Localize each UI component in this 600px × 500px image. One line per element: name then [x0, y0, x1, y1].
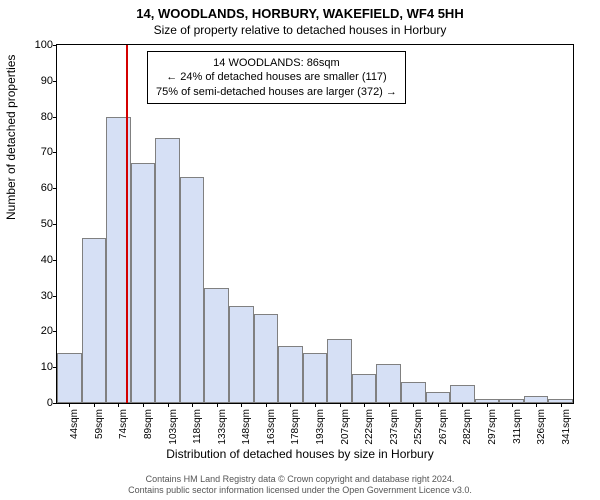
histogram-bar: [426, 392, 451, 403]
y-tick-label: 100: [23, 39, 57, 51]
histogram-bar: [303, 353, 328, 403]
y-tick-label: 10: [23, 361, 57, 373]
chart-plot-area: 010203040506070809010044sqm59sqm74sqm89s…: [56, 44, 574, 404]
footer-line-2: Contains public sector information licen…: [0, 485, 600, 496]
histogram-bar: [180, 177, 205, 403]
histogram-bar: [254, 314, 279, 404]
histogram-bar: [131, 163, 156, 403]
y-tick-mark: [53, 331, 57, 332]
y-tick-mark: [53, 117, 57, 118]
x-tick-mark: [168, 403, 169, 407]
x-tick-mark: [315, 403, 316, 407]
x-tick-mark: [512, 403, 513, 407]
x-tick-mark: [536, 403, 537, 407]
histogram-bar: [278, 346, 303, 403]
x-tick-mark: [241, 403, 242, 407]
y-tick-label: 50: [23, 218, 57, 230]
x-tick-mark: [364, 403, 365, 407]
x-tick-mark: [340, 403, 341, 407]
x-tick-mark: [462, 403, 463, 407]
histogram-bar: [327, 339, 352, 403]
chart-title-main: 14, WOODLANDS, HORBURY, WAKEFIELD, WF4 5…: [0, 0, 600, 21]
histogram-bar: [352, 374, 377, 403]
histogram-bar: [450, 385, 475, 403]
x-tick-mark: [94, 403, 95, 407]
histogram-bar: [82, 238, 107, 403]
x-tick-mark: [217, 403, 218, 407]
y-axis-label: Number of detached properties: [4, 55, 18, 220]
footer-attribution: Contains HM Land Registry data © Crown c…: [0, 474, 600, 496]
y-tick-mark: [53, 45, 57, 46]
x-axis-label: Distribution of detached houses by size …: [0, 447, 600, 461]
y-tick-label: 80: [23, 111, 57, 123]
histogram-bar: [376, 364, 401, 403]
y-tick-mark: [53, 81, 57, 82]
y-tick-label: 70: [23, 146, 57, 158]
y-tick-label: 90: [23, 75, 57, 87]
histogram-bar: [57, 353, 82, 403]
x-tick-mark: [143, 403, 144, 407]
y-tick-label: 40: [23, 254, 57, 266]
histogram-bar: [401, 382, 426, 403]
y-tick-label: 30: [23, 290, 57, 302]
info-line-3: 75% of semi-detached houses are larger (…: [156, 85, 397, 99]
y-tick-label: 0: [23, 397, 57, 409]
x-tick-mark: [69, 403, 70, 407]
y-tick-label: 20: [23, 325, 57, 337]
histogram-bar: [524, 396, 549, 403]
info-box: 14 WOODLANDS: 86sqm← 24% of detached hou…: [147, 51, 406, 104]
footer-line-1: Contains HM Land Registry data © Crown c…: [0, 474, 600, 485]
x-tick-mark: [438, 403, 439, 407]
histogram-bar: [204, 288, 229, 403]
chart-title-sub: Size of property relative to detached ho…: [0, 21, 600, 41]
y-tick-mark: [53, 260, 57, 261]
histogram-bar: [229, 306, 254, 403]
x-tick-mark: [487, 403, 488, 407]
y-tick-mark: [53, 152, 57, 153]
x-tick-mark: [561, 403, 562, 407]
y-tick-label: 60: [23, 182, 57, 194]
y-tick-mark: [53, 224, 57, 225]
x-tick-mark: [192, 403, 193, 407]
reference-marker-line: [126, 45, 128, 403]
x-tick-mark: [290, 403, 291, 407]
info-line-1: 14 WOODLANDS: 86sqm: [156, 56, 397, 70]
x-tick-mark: [389, 403, 390, 407]
y-tick-mark: [53, 188, 57, 189]
x-tick-mark: [266, 403, 267, 407]
x-tick-mark: [413, 403, 414, 407]
histogram-bar: [155, 138, 180, 403]
y-tick-mark: [53, 403, 57, 404]
y-tick-mark: [53, 296, 57, 297]
info-line-2: ← 24% of detached houses are smaller (11…: [156, 70, 397, 84]
x-tick-mark: [118, 403, 119, 407]
